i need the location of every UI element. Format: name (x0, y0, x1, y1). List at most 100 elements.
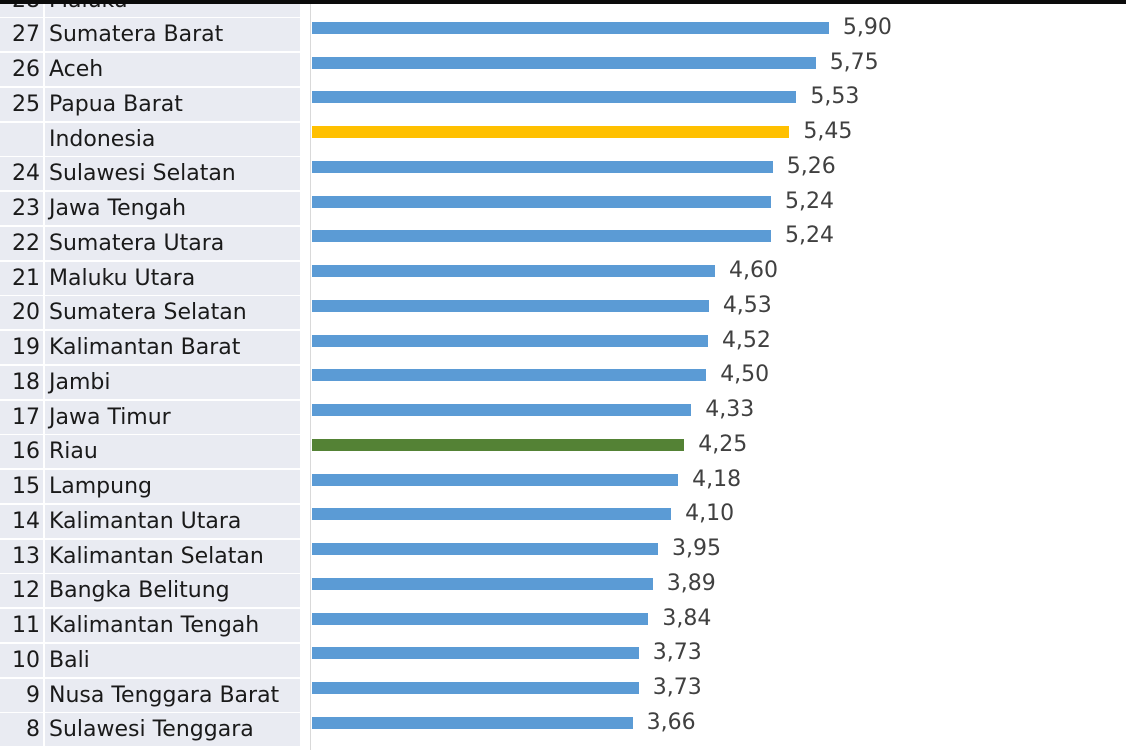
region-label: Kalimantan Barat (49, 335, 241, 360)
name-cell (45, 261, 300, 295)
rank-label: 20 (12, 300, 40, 326)
rank-cell (0, 539, 43, 573)
rank-label: 14 (12, 508, 40, 534)
name-cell (45, 53, 300, 86)
value-label: 3,84 (662, 605, 712, 631)
category-axis-line (310, 0, 311, 750)
bar-kalimantan-barat (312, 334, 708, 347)
rank-cell (0, 226, 43, 260)
rank-cell (0, 643, 43, 677)
bar-sumatera-barat (312, 21, 829, 34)
rank-label: 27 (12, 22, 40, 48)
region-label: Sumatera Barat (49, 22, 224, 48)
value-label: 5,26 (786, 153, 836, 179)
value-label: 4,18 (692, 466, 742, 492)
value-label: 5,24 (785, 223, 834, 249)
bar-kalimantan-utara (312, 508, 672, 521)
rank-cell (0, 157, 43, 191)
value-label: 4,52 (721, 327, 771, 353)
name-cell (45, 87, 300, 121)
name-cell (45, 122, 300, 156)
rank-label: 13 (12, 543, 40, 569)
rank-cell (0, 678, 43, 712)
region-label: Papua Barat (49, 91, 183, 117)
rank-cell (0, 261, 43, 295)
rank-label: 12 (12, 578, 40, 604)
value-label: 4,60 (728, 258, 778, 283)
name-cell (45, 435, 300, 469)
rank-label: 18 (12, 369, 40, 395)
value-label: 4,50 (720, 362, 770, 388)
rank-label: 15 (12, 474, 40, 499)
name-cell (45, 192, 300, 225)
value-label: 5,75 (829, 49, 879, 75)
name-cell (45, 609, 300, 642)
region-label: Kalimantan Selatan (49, 543, 264, 569)
rank-cell (0, 713, 43, 747)
value-label: 3,95 (672, 536, 721, 561)
value-label: 5,90 (842, 14, 892, 40)
rank-cell (0, 0, 43, 17)
bar-papua-barat (312, 91, 797, 104)
region-label: Bali (49, 647, 90, 673)
rank-label: 9 (26, 682, 40, 708)
value-label: 5,45 (803, 119, 853, 144)
bar-bali (312, 647, 639, 660)
name-cell (45, 713, 300, 747)
value-label: 3,73 (652, 675, 702, 700)
bar-sulawesi-selatan (312, 160, 773, 173)
region-label: Jawa Timur (49, 404, 171, 430)
rank-cell (0, 87, 43, 121)
rank-label: 22 (12, 230, 40, 256)
region-label: Kalimantan Tengah (49, 613, 260, 638)
rank-label: 10 (12, 647, 40, 673)
rank-label: 25 (12, 91, 40, 117)
value-label: 4,53 (722, 292, 772, 318)
rank-cell (0, 609, 43, 642)
bar-nusa-tenggara-barat (312, 682, 639, 694)
name-cell (45, 504, 300, 538)
name-cell (45, 157, 300, 191)
rank-cell (0, 435, 43, 469)
rank-cell (0, 296, 43, 330)
bar-sumatera-utara (312, 230, 772, 243)
rank-cell (0, 574, 43, 608)
region-label: Jawa Tengah (49, 196, 187, 221)
rank-cell (0, 331, 43, 364)
name-cell (45, 296, 300, 330)
name-cell (45, 470, 300, 503)
rank-label: 24 (12, 161, 40, 187)
rank-label: 21 (12, 265, 40, 291)
name-cell (45, 400, 300, 434)
value-label: 4,10 (685, 501, 735, 527)
rank-cell (0, 192, 43, 225)
value-label: 3,73 (652, 640, 702, 666)
value-label: 4,25 (698, 431, 748, 457)
bar-sumatera-selatan (312, 299, 709, 312)
bar-maluku-utara (312, 265, 715, 277)
name-cell (45, 539, 300, 573)
bar-jawa-timur (312, 404, 692, 416)
name-cell (45, 226, 300, 260)
bar-jambi (312, 369, 707, 382)
bar-aceh (312, 56, 816, 69)
region-label: Riau (49, 439, 98, 465)
bar-lampung (312, 473, 679, 486)
bar-sulawesi-tenggara (312, 716, 633, 729)
value-label: 3,66 (646, 709, 696, 735)
top-black-strip (0, 0, 1126, 4)
bar-jawa-tengah (312, 195, 772, 208)
region-label: Maluku Utara (49, 265, 196, 291)
value-label: 4,33 (705, 397, 755, 422)
rank-label: 23 (12, 196, 40, 221)
name-cell (45, 643, 300, 677)
region-label: Bangka Belitung (49, 578, 230, 604)
name-cell (45, 331, 300, 364)
rank-label: 26 (12, 57, 40, 82)
rank-cell (0, 400, 43, 434)
name-cell (45, 678, 300, 712)
rank-cell (0, 53, 43, 86)
region-label: Jambi (49, 369, 111, 395)
bar-kalimantan-selatan (312, 543, 659, 555)
bar-indonesia (312, 126, 790, 138)
